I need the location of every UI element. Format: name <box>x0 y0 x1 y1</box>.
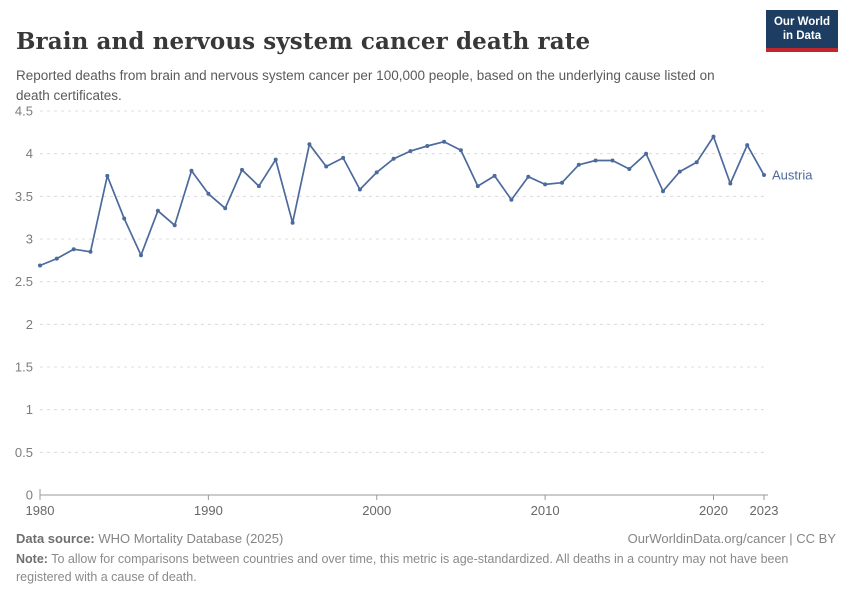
data-point[interactable] <box>425 144 430 148</box>
data-source-value: WHO Mortality Database (2025) <box>94 531 284 546</box>
data-source-text: Data source: WHO Mortality Database (202… <box>16 531 283 546</box>
owid-logo-line2: in Data <box>782 30 822 43</box>
data-line-austria[interactable] <box>39 135 765 267</box>
x-tick-label: 2000 <box>362 503 391 518</box>
data-point[interactable] <box>442 139 447 144</box>
x-tick-label: 2010 <box>531 503 560 518</box>
series-label-austria[interactable]: Austria <box>772 168 813 183</box>
data-point[interactable] <box>728 181 733 186</box>
footer-note: Note: To allow for comparisons between c… <box>16 550 836 586</box>
data-point[interactable] <box>206 191 211 196</box>
chart-footer: Data source: WHO Mortality Database (202… <box>16 531 836 586</box>
data-point[interactable] <box>593 158 598 163</box>
data-point[interactable] <box>526 174 531 179</box>
y-tick-label: 2.5 <box>15 274 33 289</box>
data-point[interactable] <box>223 206 228 211</box>
chart-subtitle: Reported deaths from brain and nervous s… <box>16 67 715 103</box>
data-point[interactable] <box>189 168 194 173</box>
data-point[interactable] <box>475 184 480 189</box>
data-point[interactable] <box>610 158 615 163</box>
x-tick-label: 2023 <box>750 503 779 518</box>
line-chart-canvas[interactable]: 0 0.5 1 1.5 2 2.5 3 3.5 4 4.5 1980 1990 2000 2010 2020… <box>0 100 850 525</box>
data-source-label: Data source: <box>16 531 95 546</box>
owid-logo[interactable]: Our World in Data <box>765 10 838 52</box>
note-label: Note: <box>16 552 48 566</box>
note-value: To allow for comparisons between countri… <box>16 552 789 585</box>
y-tick-label: 0.5 <box>15 445 33 460</box>
data-point[interactable] <box>357 187 362 192</box>
data-point[interactable] <box>307 142 312 147</box>
data-point[interactable] <box>256 184 261 189</box>
data-point[interactable] <box>509 197 514 202</box>
data-point[interactable] <box>391 156 396 161</box>
data-point[interactable] <box>155 208 160 213</box>
data-point[interactable] <box>543 182 548 187</box>
y-tick-label: 1 <box>26 402 33 417</box>
data-point[interactable] <box>627 167 632 171</box>
data-point[interactable] <box>458 148 463 153</box>
data-point[interactable] <box>139 253 143 258</box>
data-point[interactable] <box>122 216 127 221</box>
data-point[interactable] <box>273 157 278 162</box>
x-tick-label: 1990 <box>194 503 223 518</box>
attribution-link[interactable]: OurWorldinData.org/cancer | CC BY <box>627 531 836 546</box>
data-point[interactable] <box>290 220 295 225</box>
data-point[interactable] <box>762 173 766 177</box>
data-point[interactable] <box>172 223 177 228</box>
data-point[interactable] <box>492 173 497 178</box>
y-tick-label: 1.5 <box>15 360 33 375</box>
data-point[interactable] <box>576 162 581 167</box>
data-point[interactable] <box>711 134 716 139</box>
data-point[interactable] <box>644 151 649 156</box>
chart-title: Brain and nervous system cancer death ra… <box>16 28 591 56</box>
data-point[interactable] <box>324 164 329 169</box>
data-point[interactable] <box>88 249 93 254</box>
y-tick-label: 4 <box>26 146 33 161</box>
y-tick-label: 3.5 <box>15 189 33 204</box>
data-point[interactable] <box>341 155 346 160</box>
y-tick-label: 0 <box>26 488 33 503</box>
data-point[interactable] <box>38 263 42 268</box>
x-tick-label: 2020 <box>699 503 728 518</box>
data-point[interactable] <box>661 189 665 194</box>
data-point[interactable] <box>54 256 59 261</box>
data-point[interactable] <box>560 180 564 185</box>
x-tick-label: 1980 <box>26 503 55 518</box>
data-point[interactable] <box>694 160 699 165</box>
data-point[interactable] <box>240 167 244 172</box>
y-tick-label: 3 <box>26 232 33 247</box>
data-point[interactable] <box>374 170 379 175</box>
owid-logo-line1: Our World <box>773 16 830 28</box>
y-tick-label: 4.5 <box>15 104 33 119</box>
data-point[interactable] <box>677 169 682 174</box>
y-tick-label: 2 <box>26 317 33 332</box>
data-point[interactable] <box>105 173 110 178</box>
data-point[interactable] <box>408 149 413 154</box>
data-point[interactable] <box>745 143 750 148</box>
data-point[interactable] <box>71 247 76 252</box>
